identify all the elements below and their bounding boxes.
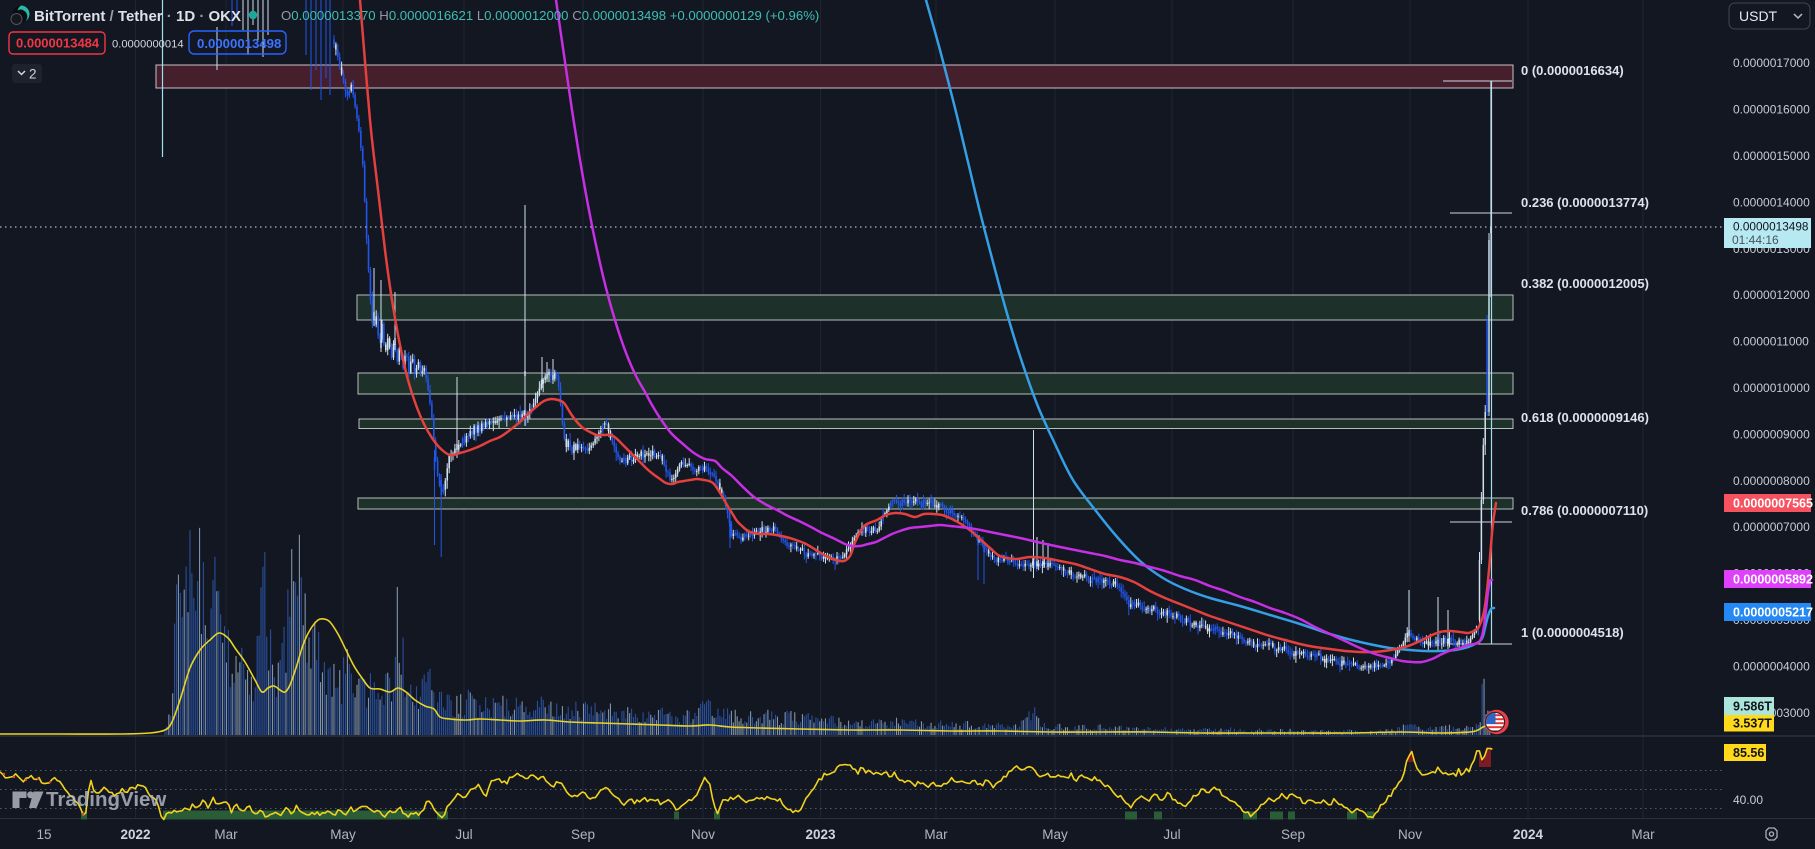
svg-text:Sep: Sep (1281, 827, 1305, 842)
svg-text:0.0000011000: 0.0000011000 (1733, 335, 1809, 349)
svg-text:0.0000004000: 0.0000004000 (1733, 659, 1810, 673)
svg-text:0.0000008000: 0.0000008000 (1733, 474, 1810, 488)
svg-text:9.586T: 9.586T (1733, 699, 1772, 713)
svg-text:May: May (1042, 827, 1068, 842)
svg-text:2: 2 (29, 67, 37, 82)
svg-text:TradingView: TradingView (46, 788, 166, 811)
svg-text:0.382 (0.0000012005): 0.382 (0.0000012005) (1521, 276, 1649, 291)
svg-text:0.0000010000: 0.0000010000 (1733, 381, 1810, 395)
svg-text:0.0000005892: 0.0000005892 (1733, 572, 1813, 586)
svg-text:40.00: 40.00 (1733, 793, 1763, 807)
svg-text:Mar: Mar (924, 827, 948, 842)
svg-text:0.0000016000: 0.0000016000 (1733, 103, 1810, 117)
svg-text:1 (0.0000004518): 1 (0.0000004518) (1521, 625, 1624, 640)
svg-text:0.236 (0.0000013774): 0.236 (0.0000013774) (1521, 195, 1649, 210)
svg-text:0 (0.0000016634): 0 (0.0000016634) (1521, 63, 1624, 78)
svg-text:0.0000000014: 0.0000000014 (112, 39, 184, 51)
svg-text:O0.0000013370 H0.0000016621 L0: O0.0000013370 H0.0000016621 L0.000001200… (281, 8, 819, 23)
svg-text:0.0000009000: 0.0000009000 (1733, 427, 1810, 441)
svg-text:0.0000013498: 0.0000013498 (1733, 220, 1809, 234)
svg-text:0.0000014000: 0.0000014000 (1733, 195, 1810, 209)
svg-text:01:44:16: 01:44:16 (1732, 233, 1779, 247)
svg-text:Mar: Mar (214, 827, 238, 842)
svg-text:Sep: Sep (571, 827, 595, 842)
svg-text:0.0000012000: 0.0000012000 (1733, 288, 1810, 302)
svg-text:Jul: Jul (455, 827, 472, 842)
svg-text:0.0000013484: 0.0000013484 (16, 36, 100, 51)
svg-text:0.0000005217: 0.0000005217 (1733, 605, 1813, 619)
svg-text:0.0000013498: 0.0000013498 (197, 36, 281, 51)
svg-text:May: May (330, 827, 356, 842)
svg-text:Mar: Mar (1631, 827, 1655, 842)
svg-text:0.0000015000: 0.0000015000 (1733, 149, 1810, 163)
svg-text:0.0000007565: 0.0000007565 (1733, 496, 1813, 510)
svg-text:85.56: 85.56 (1733, 746, 1764, 760)
svg-text:2024: 2024 (1513, 827, 1544, 842)
svg-text:15: 15 (36, 827, 51, 842)
svg-text:Nov: Nov (691, 827, 715, 842)
svg-text:0.0000007000: 0.0000007000 (1733, 520, 1810, 534)
svg-text:USDT: USDT (1739, 8, 1778, 24)
svg-text:2023: 2023 (805, 827, 836, 842)
svg-text:BitTorrent / Tether · 1D · OKX: BitTorrent / Tether · 1D · OKX (34, 8, 241, 25)
svg-text:Jul: Jul (1163, 827, 1180, 842)
svg-text:3.537T: 3.537T (1733, 717, 1772, 731)
svg-text:0.0000017000: 0.0000017000 (1733, 56, 1810, 70)
svg-text:0.786 (0.0000007110): 0.786 (0.0000007110) (1521, 503, 1648, 518)
svg-text:2022: 2022 (120, 827, 150, 842)
svg-text:0.618 (0.0000009146): 0.618 (0.0000009146) (1521, 410, 1649, 425)
svg-text:Nov: Nov (1398, 827, 1422, 842)
